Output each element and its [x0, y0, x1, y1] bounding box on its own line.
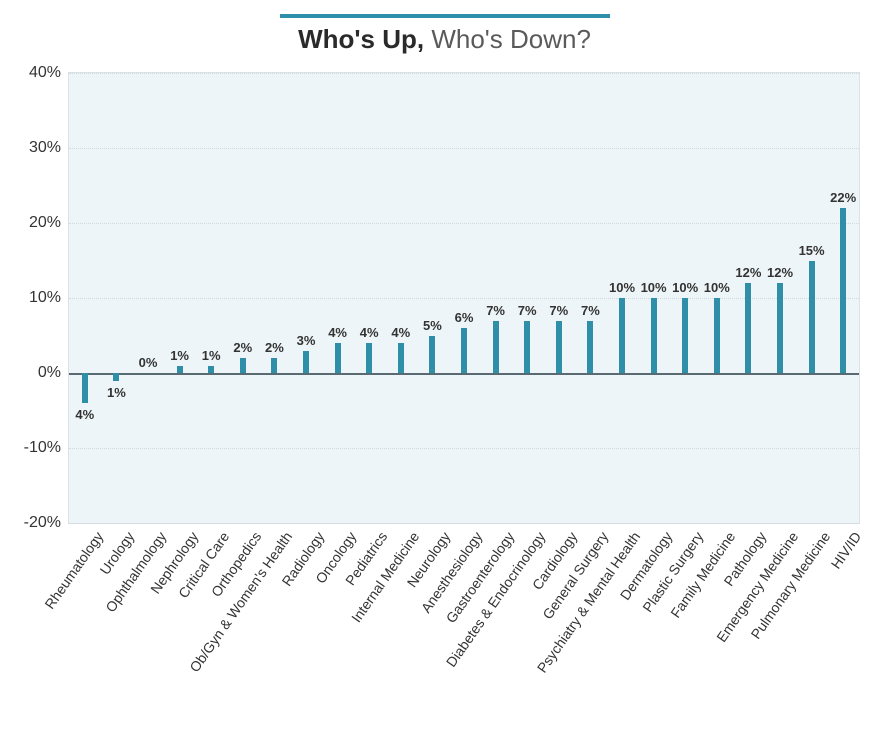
bar	[556, 321, 562, 374]
bar-value-label: 7%	[486, 303, 505, 318]
bar-value-label: 12%	[767, 265, 793, 280]
bar	[524, 321, 530, 374]
bar-value-label: 2%	[233, 340, 252, 355]
gridline	[69, 298, 859, 299]
y-tick-label: 40%	[29, 64, 69, 82]
bar-value-label: 12%	[735, 265, 761, 280]
y-tick-label: -10%	[24, 439, 69, 457]
bar-value-label: 6%	[455, 310, 474, 325]
gridline	[69, 523, 859, 524]
bar-value-label: 22%	[830, 190, 856, 205]
bar	[809, 261, 815, 374]
bar	[461, 328, 467, 373]
bar-value-label: 10%	[672, 280, 698, 295]
bar-value-label: 4%	[360, 325, 379, 340]
bar-value-label: 7%	[581, 303, 600, 318]
bar	[240, 358, 246, 373]
bar	[177, 366, 183, 374]
title-light: Who's Down?	[424, 24, 591, 54]
bar-value-label: 7%	[549, 303, 568, 318]
bar-value-label: 4%	[391, 325, 410, 340]
bar	[840, 208, 846, 373]
y-tick-label: 0%	[38, 364, 69, 382]
bar-value-label: 1%	[202, 348, 221, 363]
chart-title: Who's Up, Who's Down?	[0, 24, 889, 55]
bar	[587, 321, 593, 374]
bar	[208, 366, 214, 374]
bar	[682, 298, 688, 373]
bar	[714, 298, 720, 373]
bar	[113, 373, 119, 381]
plot-area: -20%-10%0%10%20%30%40%4%Rheumatology1%Ur…	[68, 72, 860, 524]
chart-page: Who's Up, Who's Down? -20% -10% 0% 10% 20% 30…	[0, 0, 889, 734]
bar	[493, 321, 499, 374]
bar-value-label: 4%	[75, 407, 94, 422]
bar-value-label: 10%	[641, 280, 667, 295]
bar-value-label: 10%	[704, 280, 730, 295]
bar	[398, 343, 404, 373]
y-tick-label: 20%	[29, 214, 69, 232]
bar-value-label: 15%	[799, 243, 825, 258]
bar-value-label: 7%	[518, 303, 537, 318]
bar	[271, 358, 277, 373]
bar	[651, 298, 657, 373]
bar	[777, 283, 783, 373]
bar	[82, 373, 88, 403]
y-tick-label: 10%	[29, 289, 69, 307]
y-tick-label: 30%	[29, 139, 69, 157]
x-tick-label: Rheumatology	[36, 525, 106, 612]
gridline	[69, 448, 859, 449]
y-tick-label: -20%	[24, 514, 69, 532]
bar-value-label: 2%	[265, 340, 284, 355]
bar-value-label: 4%	[328, 325, 347, 340]
bar	[366, 343, 372, 373]
bar	[745, 283, 751, 373]
bar	[335, 343, 341, 373]
gridline	[69, 223, 859, 224]
bar	[619, 298, 625, 373]
bar-value-label: 1%	[107, 385, 126, 400]
bar-value-label: 3%	[297, 333, 316, 348]
x-tick-label: HIV/ID	[823, 525, 865, 571]
bar-value-label: 1%	[170, 348, 189, 363]
title-bold: Who's Up,	[298, 24, 424, 54]
bar-value-label: 10%	[609, 280, 635, 295]
bar-value-label: 5%	[423, 318, 442, 333]
gridline	[69, 73, 859, 74]
title-rule	[280, 14, 610, 18]
axis-zero-line	[69, 373, 859, 375]
bar-value-label: 0%	[139, 355, 158, 370]
gridline	[69, 148, 859, 149]
bar	[303, 351, 309, 374]
bar	[429, 336, 435, 374]
